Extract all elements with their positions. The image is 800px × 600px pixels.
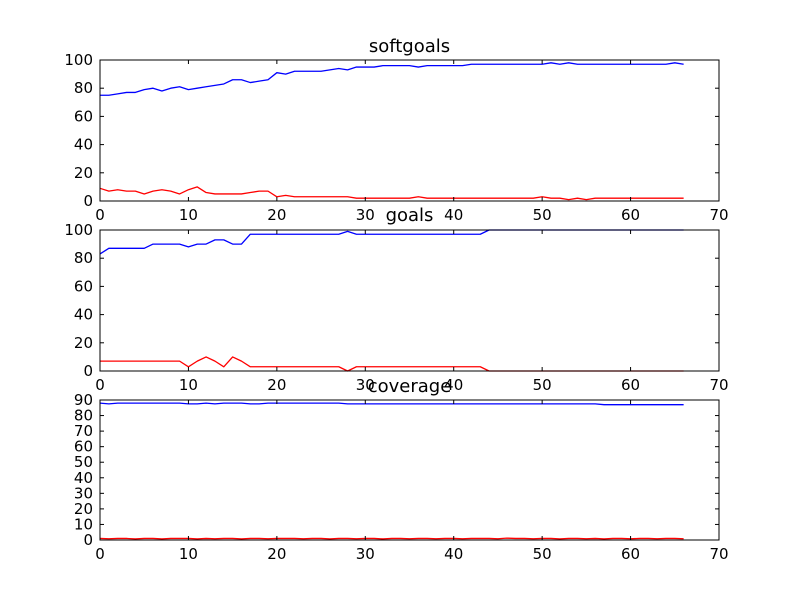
x-tick-label: 70 [709, 545, 728, 563]
x-tick-label: 30 [356, 376, 375, 394]
y-tick-label: 60 [74, 277, 93, 295]
softgoals-subplot: softgoals 0 10 20 30 40 50 60 70 0 20 40 60 80 100 [64, 36, 728, 224]
series-line-blue [99, 402, 684, 406]
y-tick-label: 0 [83, 531, 93, 549]
x-tick-label: 0 [95, 545, 105, 563]
x-tick-label: 50 [533, 376, 552, 394]
x-tick-label: 60 [621, 206, 640, 224]
x-tick-label: 10 [179, 376, 198, 394]
subplot-title: softgoals [369, 36, 450, 57]
y-tick-label: 20 [74, 164, 93, 182]
y-tick-label: 10 [74, 515, 93, 533]
x-tick-label: 50 [533, 545, 552, 563]
x-tick-label: 30 [356, 545, 375, 563]
y-tick-label: 40 [74, 136, 93, 154]
coverage-subplot: coverage 0 10 20 30 40 50 60 700102030405060708… [74, 376, 729, 563]
x-tick-label: 40 [444, 206, 463, 224]
y-tick-label: 50 [74, 453, 93, 471]
x-tick-label: 70 [709, 376, 728, 394]
axes-frame [99, 399, 720, 541]
x-tick-label: 0 [95, 206, 105, 224]
y-tick-label: 90 [74, 391, 93, 409]
x-tick-label: 20 [267, 545, 286, 563]
y-tick-label: 20 [74, 500, 93, 518]
x-tick-label: 60 [621, 545, 640, 563]
series-line-red [99, 537, 684, 540]
y-tick-label: 60 [74, 107, 93, 125]
y-tick-label: 0 [83, 192, 93, 210]
x-tick-label: 20 [267, 376, 286, 394]
x-tick-label: 40 [444, 545, 463, 563]
x-tick-label: 70 [709, 206, 728, 224]
subplot-title: goals [386, 205, 434, 226]
y-tick-label: 0 [83, 362, 93, 380]
x-tick-label: 20 [267, 206, 286, 224]
series-line-blue [100, 62, 684, 96]
y-tick-label: 60 [74, 438, 93, 456]
x-tick-label: 50 [533, 206, 552, 224]
y-tick-label: 100 [64, 221, 93, 239]
x-tick-label: 10 [179, 206, 198, 224]
x-tick-label: 30 [356, 206, 375, 224]
x-tick-label: 0 [95, 376, 105, 394]
subplot-title: coverage [368, 376, 452, 397]
y-tick-label: 30 [74, 484, 93, 502]
y-tick-label: 40 [74, 306, 93, 324]
y-tick-label: 80 [74, 79, 93, 97]
y-tick-label: 70 [74, 422, 93, 440]
y-tick-label: 80 [74, 407, 93, 425]
series-line-red [99, 186, 684, 201]
y-tick-label: 40 [74, 469, 93, 487]
x-tick-label: 10 [179, 545, 198, 563]
y-tick-label: 20 [74, 334, 93, 352]
y-tick-label: 100 [64, 51, 93, 69]
x-tick-label: 60 [621, 376, 640, 394]
x-tick-label: 40 [444, 376, 463, 394]
axes-frame [99, 229, 720, 372]
axes-frame [99, 59, 720, 202]
y-tick-label: 80 [74, 249, 93, 267]
